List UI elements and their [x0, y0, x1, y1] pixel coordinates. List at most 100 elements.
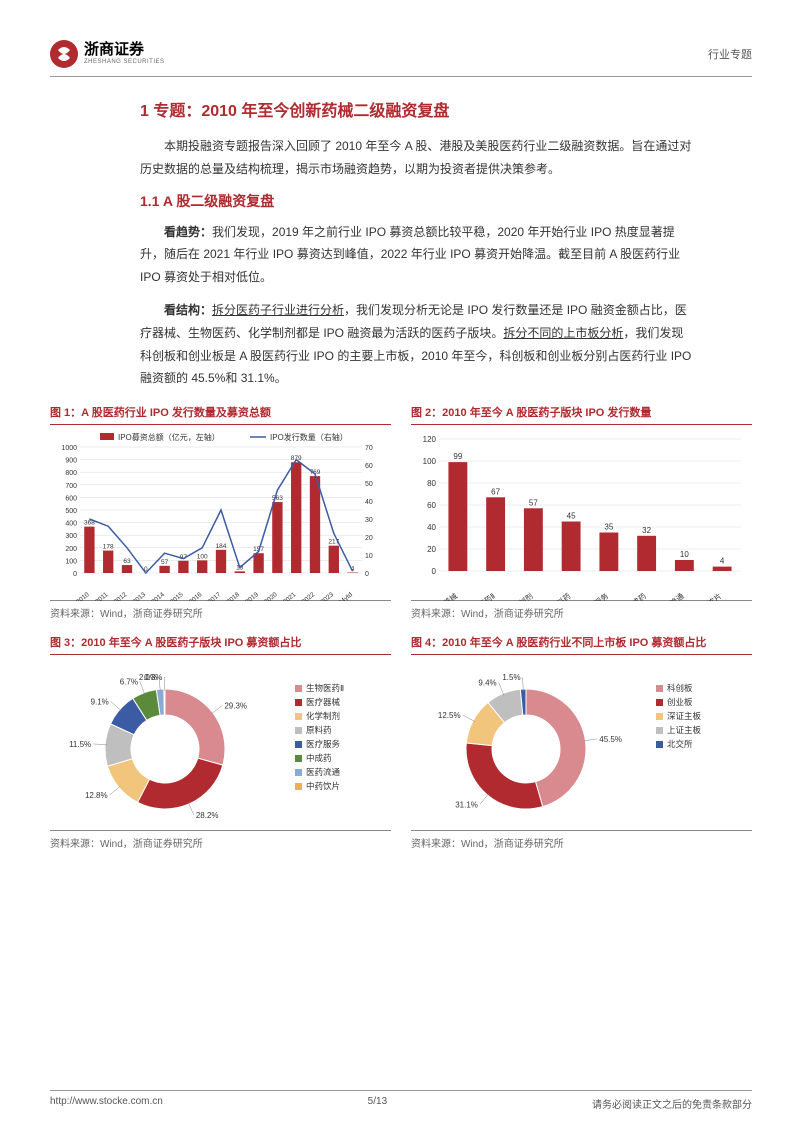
svg-text:中成药: 中成药	[306, 753, 332, 763]
svg-text:0: 0	[73, 571, 77, 578]
chart-3-title: 图 3：2010 年至今 A 股医药子版块 IPO 募资额占比	[50, 634, 391, 650]
text-u2: 拆分不同的上市板分析	[503, 326, 623, 340]
svg-text:2024ytd: 2024ytd	[332, 591, 355, 601]
svg-text:100: 100	[197, 554, 208, 561]
svg-text:中药饮片: 中药饮片	[694, 591, 724, 601]
chart-3-source: 资料来源：Wind，浙商证券研究所	[50, 835, 391, 850]
svg-text:2010: 2010	[75, 591, 91, 601]
svg-text:IPO募资总额（亿元，左轴）: IPO募资总额（亿元，左轴）	[118, 432, 220, 442]
svg-text:医疗器械: 医疗器械	[429, 591, 459, 602]
logo-text-cn: 浙商证券	[84, 42, 165, 59]
svg-text:11.5%: 11.5%	[69, 740, 91, 749]
svg-text:400: 400	[65, 521, 77, 528]
svg-text:60: 60	[365, 463, 373, 470]
svg-text:700: 700	[65, 483, 77, 490]
logo-text-en: ZHESHANG SECURITIES	[84, 59, 165, 66]
svg-text:上证主板: 上证主板	[667, 725, 702, 735]
svg-text:40: 40	[365, 499, 373, 506]
chart-3: 29.3%28.2%12.8%11.5%9.1%6.7%2.0%0.3%生物医药…	[50, 661, 391, 831]
svg-text:2014: 2014	[150, 591, 166, 601]
svg-text:30: 30	[365, 517, 373, 524]
svg-text:医疗器械: 医疗器械	[306, 697, 341, 707]
svg-text:6.7%: 6.7%	[120, 678, 138, 687]
svg-text:60: 60	[427, 501, 436, 510]
svg-text:32: 32	[642, 526, 651, 535]
svg-text:9.1%: 9.1%	[91, 698, 109, 707]
chart-1-source: 资料来源：Wind，浙商证券研究所	[50, 605, 391, 620]
chart-4-container: 图 4：2010 年至今 A 股医药行业不同上市板 IPO 募资额占比 45.5…	[411, 634, 752, 850]
footer-url: http://www.stocke.com.cn	[50, 1096, 163, 1111]
svg-text:100: 100	[423, 457, 437, 466]
svg-text:北交所: 北交所	[667, 739, 693, 749]
svg-text:化学制剂: 化学制剂	[306, 711, 340, 721]
svg-text:184: 184	[216, 543, 227, 550]
svg-text:2011: 2011	[94, 591, 110, 601]
svg-text:1000: 1000	[61, 445, 77, 452]
text-u1: 拆分医药子行业进行分析	[212, 303, 344, 317]
chart-4: 45.5%31.1%12.5%9.4%1.5%科创板创业板深证主板上证主板北交所	[411, 661, 752, 831]
svg-text:2018: 2018	[226, 591, 242, 601]
svg-text:80: 80	[427, 479, 436, 488]
svg-text:100: 100	[65, 559, 77, 566]
page-header: 浙商证券 ZHESHANG SECURITIES 行业专题	[50, 40, 752, 77]
svg-text:化学制剂: 化学制剂	[505, 591, 535, 601]
chart-4-title: 图 4：2010 年至今 A 股医药行业不同上市板 IPO 募资额占比	[411, 634, 752, 650]
svg-text:生物医药Ⅱ: 生物医药Ⅱ	[464, 591, 497, 601]
svg-text:中药饮片: 中药饮片	[306, 781, 340, 791]
svg-text:879: 879	[291, 455, 302, 462]
svg-text:0.3%: 0.3%	[144, 673, 162, 682]
svg-text:医药流通: 医药流通	[306, 767, 341, 777]
svg-text:500: 500	[65, 508, 77, 515]
svg-text:900: 900	[65, 458, 77, 465]
svg-text:IPO发行数量（右轴）: IPO发行数量（右轴）	[270, 432, 348, 442]
svg-text:12.8%: 12.8%	[85, 791, 108, 800]
paragraph-trend: 看趋势：我们发现，2019 年之前行业 IPO 募资总额比较平稳，2020 年开…	[140, 221, 692, 289]
svg-text:原料药: 原料药	[306, 725, 332, 735]
svg-text:2015: 2015	[169, 591, 185, 601]
svg-text:10: 10	[365, 553, 373, 560]
svg-text:120: 120	[423, 435, 437, 444]
paragraph-structure: 看结构：拆分医药子行业进行分析，我们发现分析无论是 IPO 发行数量还是 IPO…	[140, 299, 692, 390]
svg-text:2020: 2020	[263, 591, 279, 601]
svg-text:科创板: 科创板	[667, 683, 693, 693]
chart-2-title: 图 2：2010 年至今 A 股医药子版块 IPO 发行数量	[411, 404, 752, 420]
svg-text:28.2%: 28.2%	[196, 811, 219, 820]
chart-1-title: 图 1：A 股医药行业 IPO 发行数量及募资总额	[50, 404, 391, 420]
svg-text:2022: 2022	[301, 591, 317, 601]
chart-2-container: 图 2：2010 年至今 A 股医药子版块 IPO 发行数量 020406080…	[411, 404, 752, 620]
svg-text:12.5%: 12.5%	[438, 711, 461, 720]
svg-text:生物医药Ⅱ: 生物医药Ⅱ	[306, 683, 344, 693]
svg-text:600: 600	[65, 496, 77, 503]
chart-3-container: 图 3：2010 年至今 A 股医药子版块 IPO 募资额占比 29.3% 28.…	[50, 634, 391, 850]
chart-2: 02040608010012099医疗器械67生物医药Ⅱ57化学制剂45原料药3…	[411, 431, 752, 601]
chart-4-source: 资料来源：Wind，浙商证券研究所	[411, 835, 752, 850]
svg-text:2019: 2019	[244, 591, 260, 601]
svg-text:63: 63	[123, 558, 131, 565]
svg-text:29.3%: 29.3%	[224, 702, 247, 711]
footer-disclaimer: 请务必阅读正文之后的免责条款部分	[592, 1096, 752, 1111]
svg-text:2021: 2021	[282, 591, 298, 601]
svg-text:创业板: 创业板	[667, 697, 693, 707]
intro-paragraph: 本期投融资专题报告深入回顾了 2010 年至今 A 股、港股及美股医药行业二级融…	[140, 135, 692, 181]
logo-icon	[50, 40, 78, 68]
svg-text:深证主板: 深证主板	[667, 711, 702, 721]
footer-page: 5/13	[368, 1096, 387, 1111]
svg-text:300: 300	[65, 533, 77, 540]
svg-text:原料药: 原料药	[548, 591, 572, 602]
section-heading-1-1: 1.1 A 股二级融资复盘	[140, 191, 692, 211]
section-heading-1: 1 专题：2010 年至今创新药械二级融资复盘	[140, 97, 692, 121]
svg-text:70: 70	[365, 445, 373, 452]
svg-text:20: 20	[365, 535, 373, 542]
svg-text:2017: 2017	[207, 591, 223, 601]
page-footer: http://www.stocke.com.cn 5/13 请务必阅读正文之后的…	[50, 1090, 752, 1111]
chart-1-container: 图 1：A 股医药行业 IPO 发行数量及募资总额 IPO募资总额（亿元，左轴）…	[50, 404, 391, 620]
svg-text:40: 40	[427, 523, 436, 532]
header-category: 行业专题	[708, 46, 752, 62]
svg-text:中成药: 中成药	[624, 591, 648, 602]
svg-text:67: 67	[491, 487, 500, 496]
label-trend: 看趋势：	[164, 225, 212, 239]
svg-text:医疗服务: 医疗服务	[580, 591, 610, 602]
label-structure: 看结构：	[164, 303, 212, 317]
chart-2-source: 资料来源：Wind，浙商证券研究所	[411, 605, 752, 620]
svg-text:医药流通: 医药流通	[656, 591, 686, 602]
